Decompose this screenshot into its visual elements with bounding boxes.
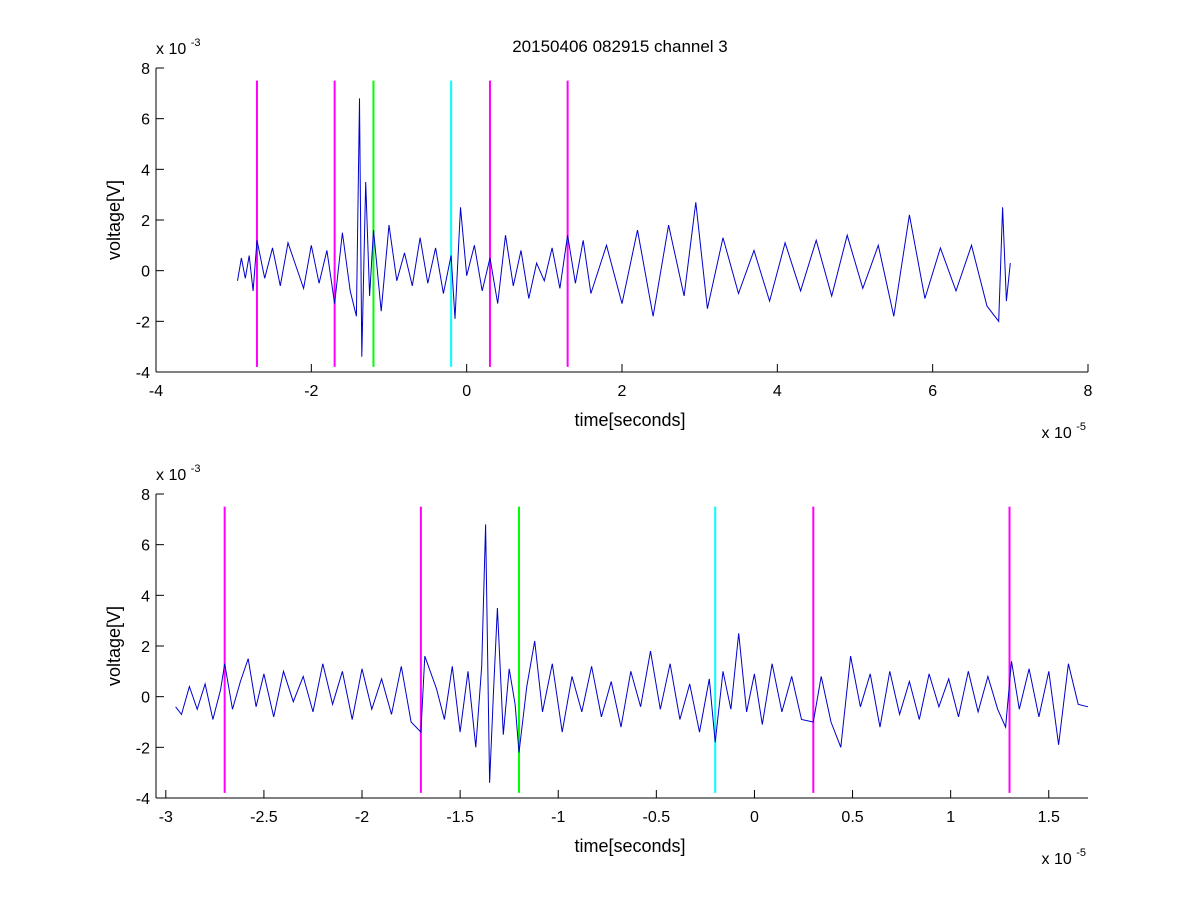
top-y-exponent-label: x 10 -3 [156,37,200,58]
bottom-plot-axes: -3 -2.5 -2 -1.5 -1 -0.5 0 0.5 1 1.5 -4 -2 0 2 4 6 8 time[… [104,463,1089,868]
top-y-tick-label: 6 [141,112,150,129]
top-y-tick-label: 2 [141,213,150,230]
top-x-exponent-label: x 10 -5 [1042,421,1086,442]
bottom-y-tick-label: 4 [141,588,150,605]
bottom-x-tick-label: -1 [551,809,565,826]
top-x-tick-label: 2 [618,383,627,400]
top-x-tick-label: 0 [462,383,471,400]
bottom-y-tick-label: -4 [136,791,150,808]
bottom-x-tick-label: -1.5 [446,809,474,826]
bottom-x-tick-label: -3 [159,809,173,826]
top-y-tick-label: 8 [141,61,150,78]
top-x-axis-label: time[seconds] [574,410,685,430]
top-x-tick-label: 6 [928,383,937,400]
bottom-x-tick-label: 1 [946,809,955,826]
top-signal-trace [237,98,1011,357]
bottom-signal-trace [175,524,1089,783]
bottom-x-tick-label: 1.5 [1038,809,1060,826]
top-plot-axes: -4 -2 0 2 4 6 8 -4 -2 0 2 4 6 8 time[seconds] voltage[V… [104,37,1093,442]
bottom-x-tick-label: 0.5 [841,809,863,826]
top-y-tick-label: 0 [141,264,150,281]
top-x-tick-label: -2 [304,383,318,400]
bottom-x-tick-label: -0.5 [643,809,671,826]
top-y-tick-label: -4 [136,365,150,382]
top-x-tick-label: -4 [149,383,163,400]
bottom-x-tick-label: -2.5 [250,809,278,826]
bottom-y-tick-label: 8 [141,487,150,504]
figure-title: 20150406 082915 channel 3 [512,37,728,56]
bottom-y-axis-label: voltage[V] [104,606,124,686]
bottom-y-tick-label: 6 [141,538,150,555]
top-y-tick-label: 4 [141,162,150,179]
bottom-x-axis-label: time[seconds] [574,836,685,856]
bottom-y-exponent-label: x 10 -3 [156,463,200,484]
bottom-y-tick-label: 0 [141,690,150,707]
bottom-x-tick-label: -2 [355,809,369,826]
top-x-tick-label: 4 [773,383,782,400]
top-y-axis-label: voltage[V] [104,180,124,260]
bottom-y-tick-label: 2 [141,639,150,656]
bottom-y-tick-label: -2 [136,740,150,757]
top-y-tick-label: -2 [136,314,150,331]
bottom-x-tick-label: 0 [750,809,759,826]
top-x-tick-label: 8 [1084,383,1093,400]
bottom-x-exponent-label: x 10 -5 [1042,847,1086,868]
